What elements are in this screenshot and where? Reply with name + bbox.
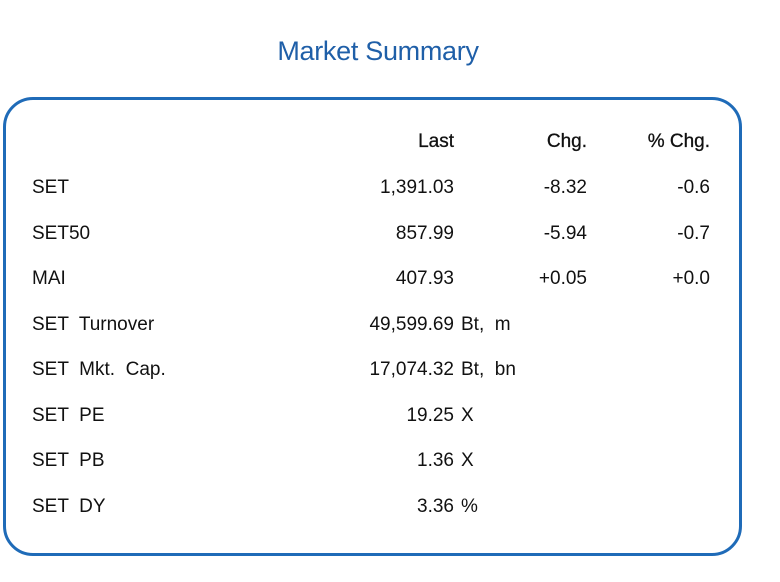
row-label: SET PE [32,405,105,426]
row-last-value: 17,074.32 [369,359,454,380]
row-last-value: 1,391.03 [380,177,454,198]
row-last-value: 1.36 [417,450,454,471]
market-summary-panel [3,97,742,556]
column-header-chg: Chg. [546,131,587,152]
row-percent-change: +0.0 [672,268,710,289]
row-label: SET50 [32,223,91,244]
table-row: SET PB 1.36 X [0,450,780,480]
row-label: MAI [32,268,66,289]
table-row: SET Turnover 49,599.69 Bt, m [0,314,780,344]
table-row: SET 1,391.03 -8.32 -0.6 [0,177,780,207]
row-percent-change: -0.7 [677,223,710,244]
column-header-last: Last [418,131,454,152]
row-unit: X [461,450,474,471]
row-unit: Bt, bn [461,359,516,380]
table-row: SET50 857.99 -5.94 -0.7 [0,223,780,253]
row-unit: % [461,496,478,517]
row-last-value: 19.25 [406,405,454,426]
row-label: SET PB [32,450,105,471]
row-last-value: 49,599.69 [369,314,454,335]
table-row: MAI 407.93 +0.05 +0.0 [0,268,780,298]
row-last-value: 857.99 [395,223,454,244]
row-label: SET Turnover [32,314,155,335]
page-title: Market Summary [277,36,479,66]
row-percent-change: -0.6 [677,177,710,198]
row-label: SET Mkt. Cap. [32,359,166,380]
table-row: SET PE 19.25 X [0,405,780,435]
table-row: SET Mkt. Cap. 17,074.32 Bt, bn [0,359,780,389]
row-last-value: 407.93 [395,268,454,289]
column-header-pct-chg: % Chg. [647,131,711,152]
row-label: SET DY [32,496,106,517]
table-row: SET DY 3.36 % [0,496,780,526]
row-change: -5.94 [543,223,587,244]
row-last-value: 3.36 [417,496,454,517]
row-change: +0.05 [538,268,587,289]
row-change: -8.32 [543,177,587,198]
row-unit: X [461,405,474,426]
row-unit: Bt, m [461,314,511,335]
row-label: SET [32,177,69,198]
